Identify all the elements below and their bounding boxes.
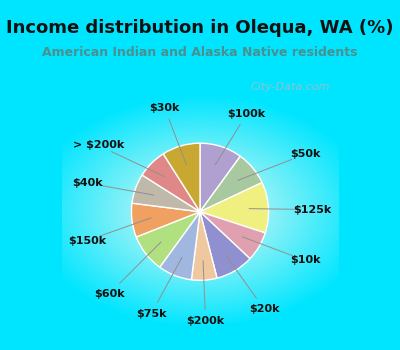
- Text: American Indian and Alaska Native residents: American Indian and Alaska Native reside…: [42, 46, 358, 59]
- Text: $10k: $10k: [290, 256, 320, 265]
- Text: $60k: $60k: [94, 289, 125, 299]
- Wedge shape: [160, 212, 200, 280]
- Text: $50k: $50k: [290, 149, 320, 159]
- Text: Income distribution in Olequa, WA (%): Income distribution in Olequa, WA (%): [6, 19, 394, 37]
- Wedge shape: [200, 212, 250, 278]
- Text: $30k: $30k: [150, 103, 180, 113]
- Text: City-Data.com: City-Data.com: [250, 82, 330, 92]
- Text: $200k: $200k: [186, 316, 224, 326]
- Text: $20k: $20k: [249, 304, 279, 314]
- Wedge shape: [192, 212, 217, 280]
- Wedge shape: [132, 203, 200, 237]
- Wedge shape: [136, 212, 200, 267]
- Text: $75k: $75k: [136, 308, 166, 319]
- Text: $150k: $150k: [68, 236, 106, 245]
- Text: $100k: $100k: [227, 110, 266, 119]
- Wedge shape: [200, 212, 265, 259]
- Wedge shape: [200, 183, 268, 233]
- Wedge shape: [132, 175, 200, 212]
- Text: $40k: $40k: [72, 178, 102, 188]
- Wedge shape: [163, 143, 200, 212]
- Wedge shape: [142, 154, 200, 212]
- Wedge shape: [200, 143, 240, 212]
- Text: > $200k: > $200k: [73, 140, 124, 150]
- Text: $125k: $125k: [294, 204, 332, 215]
- Wedge shape: [200, 156, 262, 212]
